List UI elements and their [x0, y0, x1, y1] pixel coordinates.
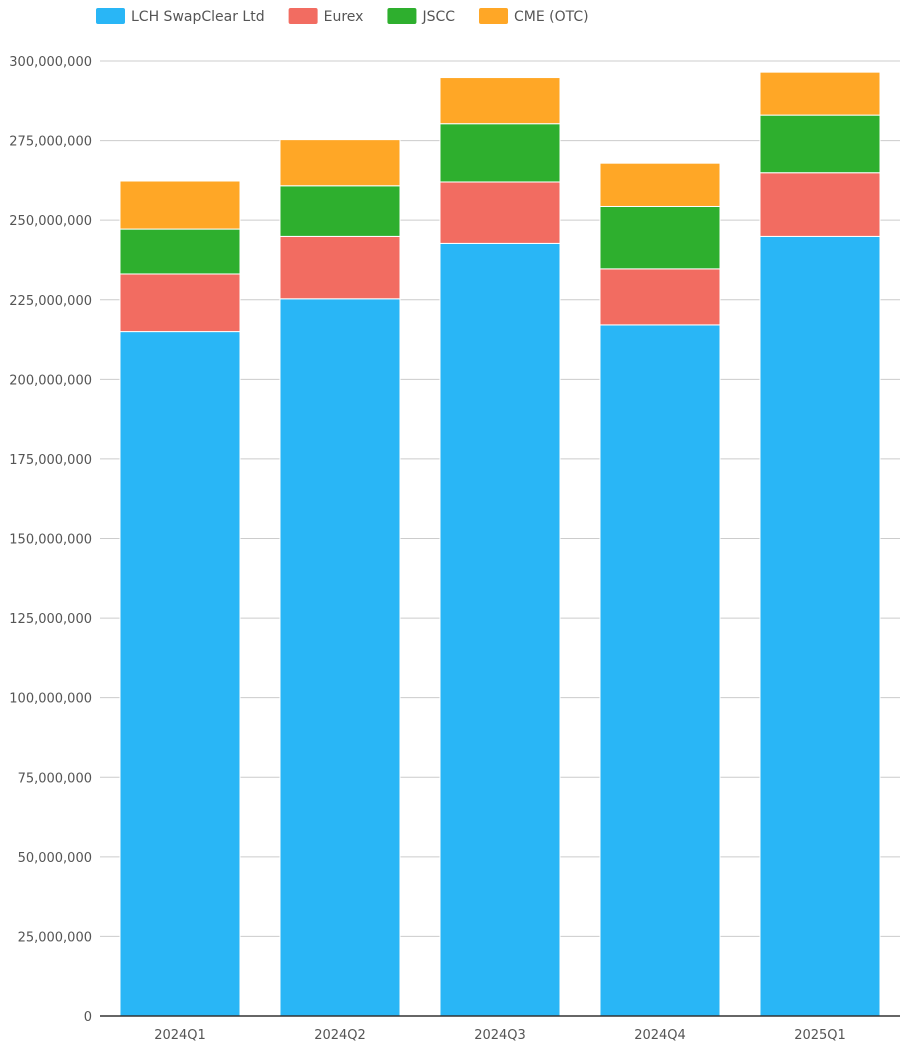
bar-segment[interactable] — [439, 242, 561, 1017]
legend-swatch — [288, 8, 318, 24]
bar-segment[interactable] — [279, 139, 401, 187]
y-tick-label: 0 — [84, 1010, 92, 1025]
y-tick-label: 75,000,000 — [18, 771, 92, 786]
y-tick-label: 175,000,000 — [9, 453, 92, 468]
legend-label: Eurex — [324, 9, 364, 25]
y-tick-label: 225,000,000 — [9, 294, 92, 309]
bar-segment[interactable] — [119, 228, 241, 275]
bar-segment[interactable] — [599, 162, 721, 207]
legend-item[interactable]: Eurex — [288, 8, 364, 25]
legend-label: LCH SwapClear Ltd — [131, 9, 265, 25]
legend-item[interactable]: LCH SwapClear Ltd — [96, 8, 265, 25]
x-tick-label: 2024Q2 — [314, 1028, 366, 1043]
bar-segment[interactable] — [439, 123, 561, 183]
y-tick-label: 100,000,000 — [9, 692, 92, 707]
bar-segment[interactable] — [439, 77, 561, 125]
y-tick-label: 275,000,000 — [9, 135, 92, 150]
legend-label: JSCC — [421, 9, 455, 25]
legend[interactable]: LCH SwapClear Ltd Eurex JSCC CME (OTC) — [96, 8, 589, 25]
legend-label: CME (OTC) — [514, 9, 589, 25]
bar-segment[interactable] — [279, 235, 401, 300]
y-tick-label: 25,000,000 — [18, 930, 92, 945]
y-tick-label: 50,000,000 — [18, 851, 92, 866]
bar-segment[interactable] — [279, 185, 401, 237]
bar-segment[interactable] — [119, 331, 241, 1017]
legend-item[interactable]: JSCC — [387, 8, 455, 25]
bar-segment[interactable] — [599, 205, 721, 270]
legend-swatch — [479, 8, 509, 24]
bar-segment[interactable] — [759, 172, 881, 237]
x-tick-label: 2024Q4 — [634, 1028, 686, 1043]
bar-segment[interactable] — [599, 268, 721, 326]
legend-swatch — [387, 8, 417, 24]
axis-layer: 0 25,000,000 50,000,000 75,000,000 100,000,0… — [9, 55, 900, 1043]
y-tick-label: 125,000,000 — [9, 612, 92, 627]
bar-segment[interactable] — [759, 235, 881, 1017]
bar-layer — [119, 71, 881, 1017]
y-tick-label: 250,000,000 — [9, 214, 92, 229]
bar-segment[interactable] — [599, 324, 721, 1017]
y-tick-label: 300,000,000 — [9, 55, 92, 70]
y-tick-label: 150,000,000 — [9, 533, 92, 548]
bar-segment[interactable] — [759, 71, 881, 116]
legend-swatch — [96, 8, 125, 24]
x-tick-label: 2024Q3 — [474, 1028, 526, 1043]
bar-segment[interactable] — [759, 114, 881, 174]
x-tick-label: 2024Q1 — [154, 1028, 206, 1043]
x-tick-label: 2025Q1 — [794, 1028, 846, 1043]
y-tick-label: 200,000,000 — [9, 373, 92, 388]
bar-segment[interactable] — [119, 180, 241, 230]
legend-item[interactable]: CME (OTC) — [479, 8, 589, 25]
bar-segment[interactable] — [119, 273, 241, 333]
bar-segment[interactable] — [439, 181, 561, 244]
bar-segment[interactable] — [279, 298, 401, 1017]
